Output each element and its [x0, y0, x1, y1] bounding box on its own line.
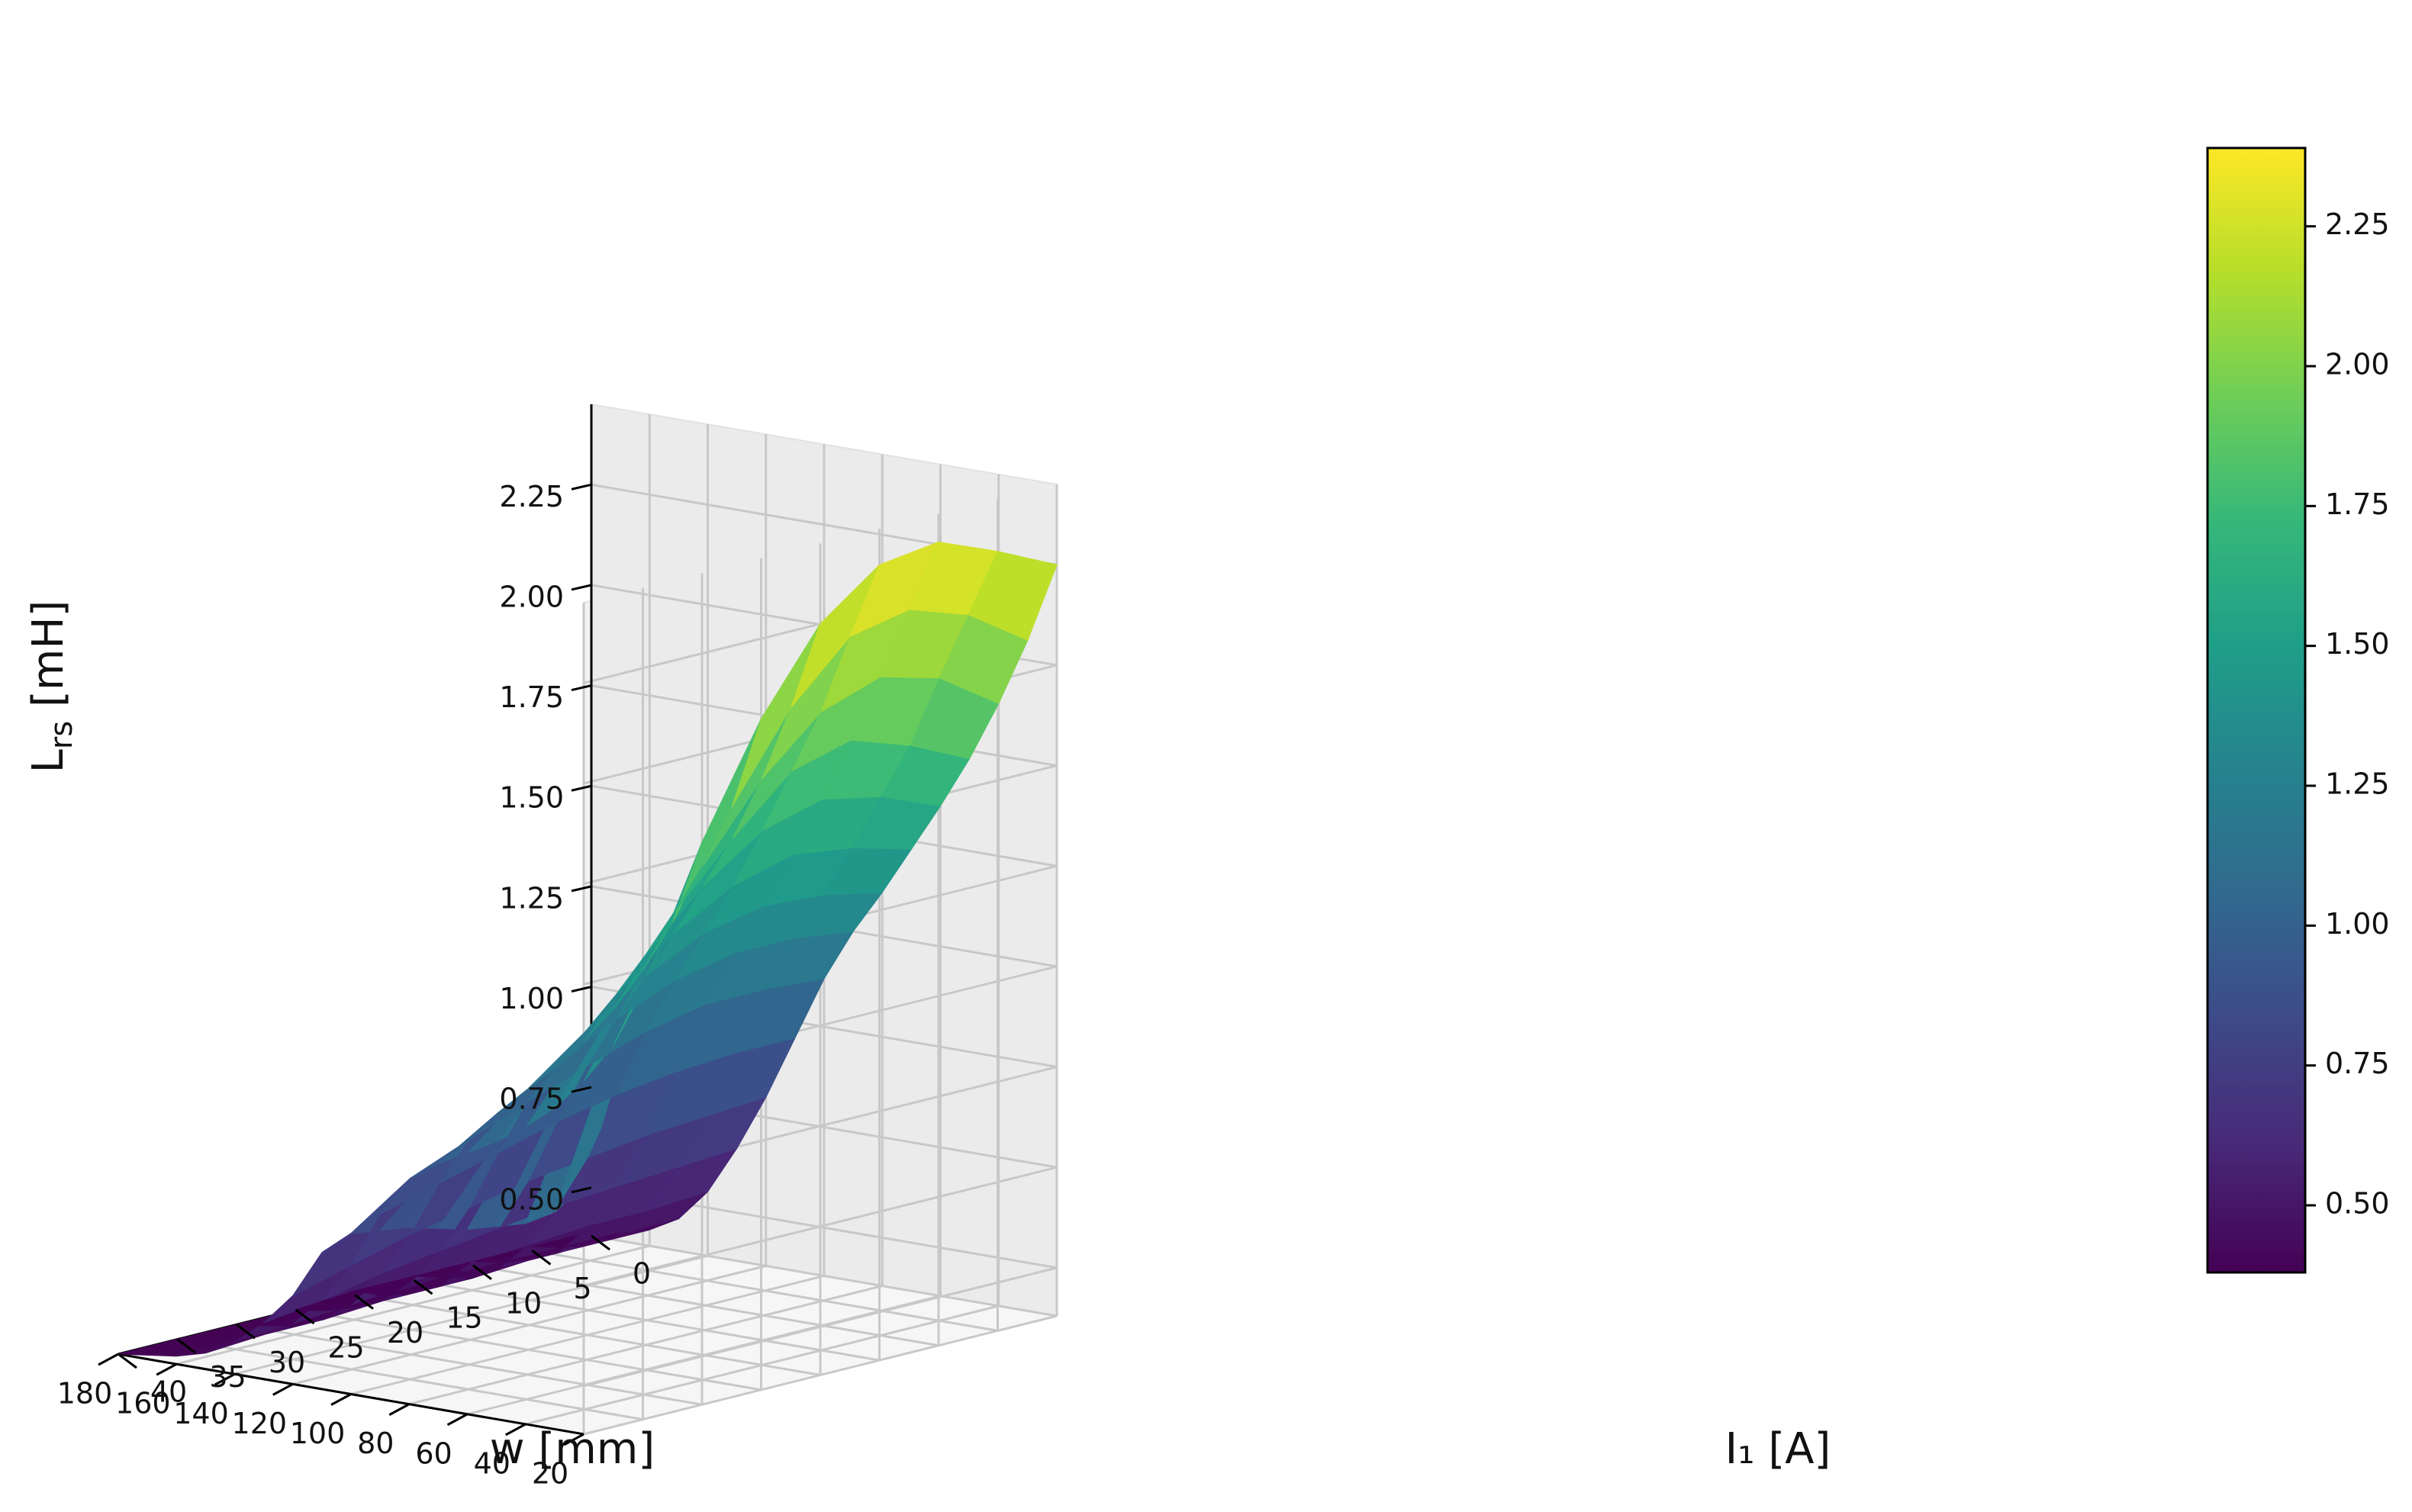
x-tick-mark [446, 1413, 469, 1427]
gridline-z [583, 1166, 1058, 1287]
y-tick-mark [176, 1338, 197, 1354]
colorbar-ticks: 0.50 0.75 1.00 1.25 1.50 1.75 2.00 2.25 [2305, 207, 2390, 1221]
x-tick-mark [563, 1433, 584, 1446]
colorbar-tick-label: 2.00 [2325, 348, 2390, 381]
y-tick-mark [591, 1234, 610, 1251]
z-tick-label: 1.75 [499, 680, 564, 714]
z-tick-mark [571, 1086, 592, 1093]
gridline-z [583, 1266, 1058, 1388]
colorbar-tick-label: 0.75 [2325, 1047, 2390, 1080]
y-tick-label: 0 [633, 1257, 651, 1291]
z-axis-label-main: L [24, 749, 73, 773]
x-tick-label: 120 [232, 1407, 288, 1440]
z-axis-label-sub: rs [44, 721, 79, 749]
z-tick-label: 0.75 [499, 1083, 564, 1116]
y-tick-label: 35 [209, 1360, 246, 1394]
x-tick-label: 160 [115, 1387, 171, 1420]
gridline-i-floor [177, 1338, 643, 1421]
surface-plot [118, 541, 1058, 1357]
y-tick-mark [413, 1279, 433, 1295]
z-tick-label: 0.50 [499, 1182, 564, 1216]
y-tick-mark [354, 1294, 374, 1310]
colorbar-tick-label: 1.75 [2325, 487, 2390, 521]
z-tick-mark [571, 684, 592, 692]
z-tick-mark [571, 584, 592, 591]
surface-patch [968, 551, 1058, 641]
gridline-i-floor [295, 1308, 762, 1391]
z-tick-mark [571, 885, 592, 893]
x-tick-label: 20 [532, 1457, 568, 1491]
z-tick-mark [571, 784, 592, 792]
x-tick-mark [330, 1393, 352, 1406]
z-tick-label: 1.00 [499, 982, 564, 1015]
y-tick-mark [531, 1250, 552, 1266]
y-tick-mark [118, 1353, 137, 1369]
y-tick-label: 40 [150, 1375, 187, 1409]
x-axis-label: w [mm] [490, 1424, 655, 1474]
z-tick-mark [571, 986, 592, 992]
x-tick-label: 140 [173, 1397, 229, 1430]
y-tick-label: 30 [269, 1346, 305, 1379]
y-axis-label: I₁ [A] [1725, 1424, 1831, 1474]
z-tick-mark [571, 483, 592, 491]
gridline-i-floor [236, 1323, 703, 1406]
y-tick-label: 15 [446, 1301, 482, 1335]
y-axis-ticks: 0 5 10 15 20 25 30 35 40 [118, 1234, 651, 1409]
x-tick-label: 180 [57, 1377, 113, 1411]
x-tick-label: 40 [474, 1446, 510, 1480]
x-tick-mark [388, 1403, 410, 1416]
z-axis-label-unit: [mH] [24, 600, 73, 721]
gridline-i-floor [354, 1294, 821, 1376]
colorbar-tick-label: 1.25 [2325, 767, 2390, 801]
z-tick-label: 1.50 [499, 781, 564, 815]
y-tick-label: 5 [573, 1272, 591, 1305]
gridline-i-floor [414, 1279, 880, 1362]
x-tick-mark [505, 1423, 527, 1436]
colorbar-tick-label: 0.50 [2325, 1187, 2390, 1221]
z-tick-label: 1.25 [499, 881, 564, 915]
x-tick-mark [156, 1362, 177, 1376]
colorbar-gradient [2206, 146, 2307, 1274]
colorbar-tick-label: 1.50 [2325, 627, 2390, 661]
y-tick-label: 10 [505, 1286, 542, 1320]
gridline-i-floor [472, 1264, 939, 1347]
colorbar-tick-label: 2.25 [2325, 207, 2390, 241]
z-tick-mark [571, 1186, 592, 1194]
x-tick-mark [98, 1353, 119, 1366]
colorbar: 0.50 0.75 1.00 1.25 1.50 1.75 2.00 2.25 [2206, 146, 2390, 1274]
z-tick-label: 2.25 [499, 480, 564, 513]
z-axis-ticks: 0.50 0.75 1.00 1.25 1.50 1.75 2.00 2.25 [499, 480, 592, 1216]
y-tick-mark [472, 1264, 492, 1280]
colorbar-tick-label: 1.00 [2325, 907, 2390, 941]
x-tick-label: 80 [357, 1427, 394, 1460]
x-tick-mark [214, 1372, 236, 1386]
z-axis-label: Lrs [mH] [24, 600, 79, 774]
z-tick-label: 2.00 [499, 581, 564, 614]
y-tick-label: 25 [327, 1330, 364, 1364]
y-tick-label: 20 [387, 1316, 423, 1350]
x-tick-mark [272, 1383, 294, 1396]
x-tick-label: 100 [290, 1417, 346, 1450]
y-tick-mark [236, 1324, 256, 1340]
y-tick-mark [295, 1308, 315, 1325]
gridline-i-floor [591, 1234, 1058, 1317]
gridline-i-floor [532, 1249, 998, 1332]
x-tick-label: 60 [415, 1436, 452, 1470]
